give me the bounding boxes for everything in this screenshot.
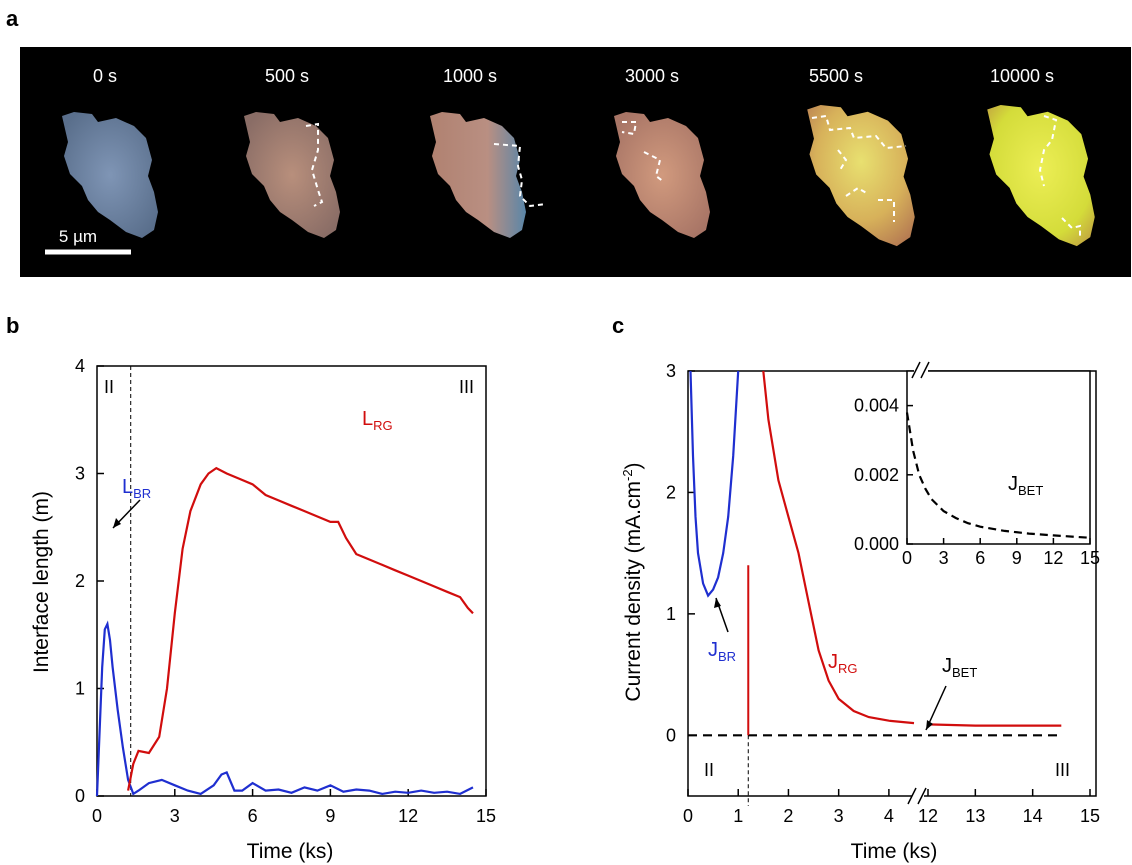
- series-line-J-BR: [689, 370, 740, 598]
- series-label-L-RG: LRG: [362, 408, 393, 433]
- interface-outlines: [305, 114, 1081, 236]
- panel-c-ylabel: Current density (mA.cm-2): [620, 462, 645, 701]
- panel-c-ytick-label-0: 0: [666, 725, 676, 745]
- panel-b-xtick-label-0: 0: [92, 806, 102, 826]
- inset-series-line-J-BET: [905, 412, 1091, 539]
- scale-bar-label: 5 µm: [59, 227, 97, 246]
- panel-c-arrow-jbr-head: [714, 598, 721, 608]
- inset-xtick-label-1: 3: [939, 548, 949, 568]
- flake-500s: [244, 112, 340, 238]
- panel-b-ylabel: Interface length (m): [30, 491, 53, 673]
- inset-frame: [906, 370, 1091, 545]
- panel-c-xtick-label-8: 15: [1080, 806, 1100, 826]
- panel-c-xtick-label-7: 14: [1023, 806, 1043, 826]
- panel-c-ytick-label-3: 3: [666, 361, 676, 381]
- panel-b-xtick-label-4: 12: [398, 806, 418, 826]
- panel-b-arrow-head: [113, 518, 121, 528]
- inset-xtick-label-4: 12: [1043, 548, 1063, 568]
- panel-c-xtick-label-3: 3: [834, 806, 844, 826]
- panel-letter-b: b: [6, 313, 19, 338]
- panel-c-ytick-label-2: 2: [666, 482, 676, 502]
- panel-c-xtick-label-5: 12: [918, 806, 938, 826]
- inset-xtick-label-3: 9: [1012, 548, 1022, 568]
- panel-c-ytick-label-1: 1: [666, 604, 676, 624]
- inset-xtick-label-2: 6: [975, 548, 985, 568]
- panel-a-microscopy: 0 s 500 s 1000 s 3000 s 5500 s 10000 s 5…: [20, 47, 1131, 277]
- inset-ytick-label-1: 0.002: [854, 465, 899, 485]
- panel-c-xtick-label-2: 2: [783, 806, 793, 826]
- time-label-1000: 1000 s: [443, 66, 497, 86]
- panel-b-region-II: II: [104, 377, 114, 397]
- series-line-L-BR: [95, 620, 474, 797]
- panel-b-xlabel: Time (ks): [247, 840, 334, 863]
- flake-images: [62, 105, 1095, 247]
- inset-axis-break-mark-2: [920, 361, 930, 379]
- panel-b-frame: [96, 365, 487, 797]
- panel-c-xtick-label-1: 1: [733, 806, 743, 826]
- panel-c-xtick-label-4: 4: [884, 806, 894, 826]
- panel-letter-a: a: [6, 6, 19, 31]
- series-label-J-RG: JRG: [828, 651, 858, 676]
- interface-outline-1000s: [493, 143, 547, 208]
- flake-0s: [62, 112, 158, 238]
- panel-b-xtick-label-1: 3: [170, 806, 180, 826]
- microscopy-background: [20, 47, 1131, 277]
- series-line-J-RG: [762, 370, 1062, 727]
- panel-c-region-II: II: [704, 760, 714, 780]
- panel-c-axis-break-mark: [907, 787, 917, 805]
- panel-c-xtick-label-6: 13: [965, 806, 985, 826]
- series-label-L-BR: LBR: [122, 476, 151, 501]
- panel-c-xtick-label-0: 0: [683, 806, 693, 826]
- interface-outline-5500s: [811, 114, 907, 222]
- panel-c-axis-break-gap: [912, 788, 924, 804]
- time-label-500: 500 s: [265, 66, 309, 86]
- panel-letter-c: c: [612, 313, 624, 338]
- panel-b-ytick-label-0: 0: [75, 786, 85, 806]
- time-label-3000: 3000 s: [625, 66, 679, 86]
- panel-c-axis-break-mark-2: [917, 787, 927, 805]
- panel-c-xlabel: Time (ks): [851, 840, 938, 863]
- inset-ticks: 0 3 6 9 12 15 0.000 0.002 0.004: [854, 396, 1100, 568]
- time-label-5500: 5500 s: [809, 66, 863, 86]
- panel-c-inset: 0 3 6 9 12 15 0.000 0.002 0.004 JBET: [854, 361, 1100, 568]
- panel-b-ytick-label-1: 1: [75, 679, 85, 699]
- panel-b-xtick-label-3: 9: [325, 806, 335, 826]
- interface-outline-10000s: [1038, 115, 1081, 236]
- panel-b-xtick-label-2: 6: [248, 806, 258, 826]
- panel-c-region-III: III: [1055, 760, 1070, 780]
- inset-xtick-label-0: 0: [902, 548, 912, 568]
- inset-xtick-label-5: 15: [1080, 548, 1100, 568]
- time-label-0: 0 s: [93, 66, 117, 86]
- flake-1000s: [430, 112, 526, 238]
- time-labels: 0 s 500 s 1000 s 3000 s 5500 s 10000 s: [93, 66, 1054, 86]
- interface-outline-500s: [305, 122, 324, 207]
- inset-series-label-J-BET: JBET: [1008, 473, 1043, 498]
- panel-b-ytick-label-3: 3: [75, 464, 85, 484]
- time-label-10000: 10000 s: [990, 66, 1054, 86]
- inset-ytick-label-2: 0.004: [854, 396, 899, 416]
- inset-axis-break-mark: [911, 361, 921, 379]
- panel-b-ytick-label-4: 4: [75, 356, 85, 376]
- panel-b-ytick-label-2: 2: [75, 571, 85, 591]
- panel-c-arrow-jbet-head: [926, 720, 933, 730]
- panel-b-xtick-label-5: 15: [476, 806, 496, 826]
- flake-5500s: [807, 105, 915, 247]
- series-line-L-RG: [127, 466, 474, 791]
- panel-b-region-III: III: [459, 377, 474, 397]
- series-label-J-BET: JBET: [942, 655, 977, 680]
- interface-outline-3000s: [621, 121, 665, 183]
- flake-3000s: [614, 112, 710, 238]
- inset-ytick-label-0: 0.000: [854, 534, 899, 554]
- series-label-J-BR: JBR: [708, 639, 736, 664]
- flake-10000s: [987, 105, 1095, 247]
